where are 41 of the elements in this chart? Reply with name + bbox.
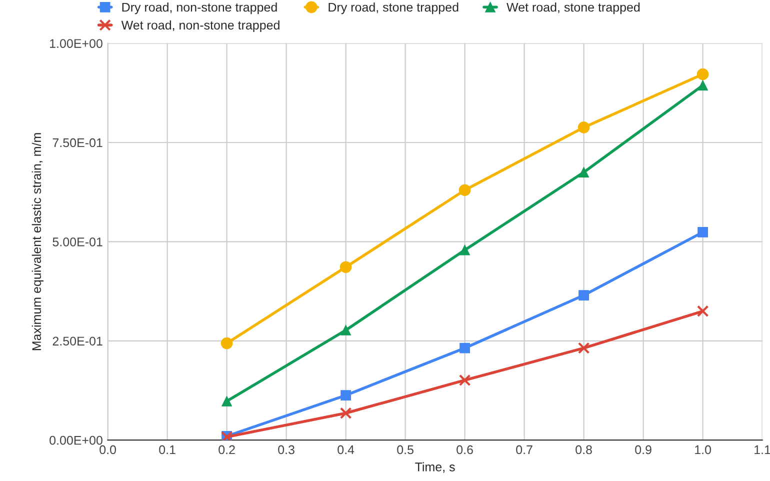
legend-label: Wet road, non-stone trapped xyxy=(121,20,280,32)
point xyxy=(458,374,471,386)
x-axis-title: Time, s xyxy=(415,462,455,473)
x-tick-label: 1.0 xyxy=(695,445,711,454)
point xyxy=(460,342,470,354)
point xyxy=(340,390,352,400)
point xyxy=(578,167,590,178)
x-tick-label: 0.2 xyxy=(218,445,235,454)
point xyxy=(578,122,590,134)
point xyxy=(340,261,352,274)
x-tick-label: 0.8 xyxy=(576,445,592,454)
point xyxy=(220,337,233,350)
legend-label: Dry road, non-stone trapped xyxy=(122,2,277,14)
point xyxy=(696,68,709,80)
point xyxy=(698,226,708,238)
x-tick-label: 0.4 xyxy=(338,445,354,454)
point xyxy=(222,396,232,406)
y-tick-label: 5.00E-01 xyxy=(52,238,102,246)
point xyxy=(458,184,471,196)
x-tick-label: 0.1 xyxy=(159,445,176,454)
point xyxy=(578,290,590,300)
x-tick-label: 0.0 xyxy=(100,445,116,454)
y-tick-label: 2.50E-01 xyxy=(52,336,102,346)
x-tick-label: 0.5 xyxy=(397,445,414,454)
legend-label: Wet road, stone trapped xyxy=(506,2,640,14)
x-tick-label: 0.7 xyxy=(516,445,532,454)
legend-label: Dry road, stone trapped xyxy=(328,2,458,14)
point xyxy=(696,305,709,318)
y-tick-label: 0.00E+00 xyxy=(50,436,102,445)
x-tick-label: 0.9 xyxy=(635,445,652,454)
x-tick-label: 0.3 xyxy=(278,445,294,454)
x-tick-label: 0.6 xyxy=(456,445,473,454)
y-tick-label: 7.50E-01 xyxy=(52,138,102,148)
point xyxy=(340,324,352,336)
x-tick-label: 1.1 xyxy=(754,445,770,454)
y-axis-title: Maximum equivalent elastic strain, m/m xyxy=(32,133,44,350)
point xyxy=(698,80,708,91)
y-tick-label: 1.00E+00 xyxy=(50,39,102,48)
point xyxy=(460,244,470,256)
point xyxy=(578,342,590,354)
point xyxy=(340,407,352,420)
